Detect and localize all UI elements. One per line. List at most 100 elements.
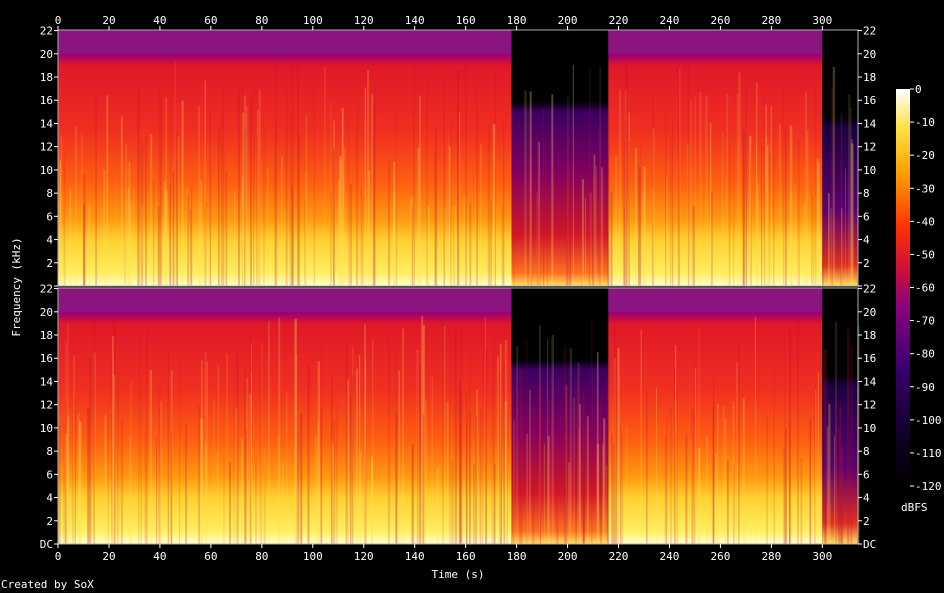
striation bbox=[244, 95, 246, 287]
striation bbox=[826, 426, 829, 544]
striation bbox=[501, 205, 504, 286]
x-tick-label: 140 bbox=[405, 14, 425, 27]
striation bbox=[736, 93, 739, 287]
striation bbox=[442, 314, 444, 544]
striation bbox=[479, 409, 482, 544]
striation bbox=[234, 190, 236, 286]
striation bbox=[812, 195, 815, 286]
x-tick-label: 0 bbox=[55, 550, 62, 563]
striation bbox=[738, 72, 741, 286]
striation bbox=[453, 201, 455, 286]
y-axis-title: Frequency (kHz) bbox=[10, 237, 23, 336]
striation bbox=[613, 357, 617, 544]
striation bbox=[519, 361, 521, 544]
colorbar-tick-label: -10 bbox=[915, 116, 935, 129]
striation bbox=[565, 384, 568, 544]
striation bbox=[564, 346, 566, 544]
striation bbox=[422, 414, 425, 544]
striation bbox=[321, 320, 323, 544]
striation bbox=[816, 158, 819, 286]
striation bbox=[339, 155, 342, 286]
striation bbox=[416, 350, 419, 544]
striation bbox=[364, 87, 367, 286]
striation bbox=[691, 409, 694, 544]
colorbar bbox=[896, 89, 910, 486]
striation bbox=[236, 352, 239, 544]
striation bbox=[784, 428, 788, 544]
striation bbox=[655, 387, 657, 544]
striation bbox=[240, 438, 244, 544]
striation bbox=[249, 394, 252, 544]
striation bbox=[137, 89, 140, 287]
striation bbox=[416, 353, 419, 544]
striation bbox=[453, 204, 456, 286]
striation bbox=[65, 341, 68, 544]
striation bbox=[830, 86, 834, 287]
striation bbox=[610, 433, 613, 544]
y-tick-label: 12 bbox=[863, 141, 876, 154]
striation bbox=[773, 121, 775, 286]
striation bbox=[204, 444, 207, 544]
striation bbox=[267, 167, 269, 286]
striation bbox=[130, 381, 132, 544]
striation bbox=[77, 413, 80, 544]
y-tick-label: 4 bbox=[863, 492, 870, 505]
striation bbox=[475, 415, 477, 544]
x-tick-label: 200 bbox=[558, 14, 578, 27]
striation bbox=[120, 417, 124, 544]
channel-panel-1 bbox=[57, 29, 859, 287]
striation bbox=[536, 133, 539, 286]
striation bbox=[841, 208, 843, 286]
striation bbox=[665, 108, 667, 287]
striation bbox=[766, 414, 768, 544]
colorbar-label: dBFS bbox=[901, 501, 928, 514]
striation bbox=[732, 401, 735, 544]
striation bbox=[494, 464, 496, 544]
striation bbox=[374, 81, 376, 287]
striation bbox=[784, 126, 788, 286]
striation bbox=[237, 89, 240, 287]
striation bbox=[250, 98, 252, 286]
striation bbox=[198, 105, 200, 286]
y-tick-label: 14 bbox=[863, 117, 877, 130]
striation bbox=[634, 148, 638, 286]
striation bbox=[620, 425, 622, 544]
striation bbox=[413, 62, 415, 286]
striation bbox=[343, 147, 346, 286]
striation bbox=[425, 400, 427, 544]
x-tick-label: 240 bbox=[660, 14, 680, 27]
striation bbox=[638, 167, 641, 286]
striation bbox=[459, 326, 463, 544]
cutoff-band-1-1 bbox=[58, 30, 512, 54]
striation bbox=[63, 422, 65, 544]
striation bbox=[581, 208, 583, 286]
y-tick-label: 4 bbox=[46, 234, 53, 247]
x-tick-label: 20 bbox=[102, 550, 115, 563]
striation bbox=[673, 368, 676, 544]
striation bbox=[582, 392, 585, 544]
striation bbox=[797, 315, 799, 544]
striation bbox=[200, 360, 204, 544]
colorbar-tick-label: -120 bbox=[915, 480, 942, 493]
y-tick-label: 4 bbox=[46, 492, 53, 505]
colorbar-tick-label: 0 bbox=[915, 83, 922, 96]
striation bbox=[160, 401, 162, 544]
segment-2-3 bbox=[608, 288, 823, 544]
striation bbox=[830, 208, 833, 286]
striation bbox=[615, 368, 618, 544]
striation bbox=[805, 91, 807, 287]
x-tick-label: 40 bbox=[153, 550, 166, 563]
striation bbox=[449, 325, 451, 544]
striation bbox=[274, 118, 276, 286]
striation bbox=[78, 420, 81, 544]
y-tick-label: 16 bbox=[40, 94, 53, 107]
striation bbox=[578, 429, 580, 544]
y-tick-label: 2 bbox=[46, 515, 53, 528]
striation bbox=[619, 88, 621, 287]
striation bbox=[592, 177, 595, 286]
x-tick-label: 100 bbox=[303, 550, 323, 563]
striation bbox=[226, 353, 229, 544]
striation bbox=[506, 413, 508, 544]
striation bbox=[778, 124, 781, 286]
striation bbox=[784, 333, 786, 544]
